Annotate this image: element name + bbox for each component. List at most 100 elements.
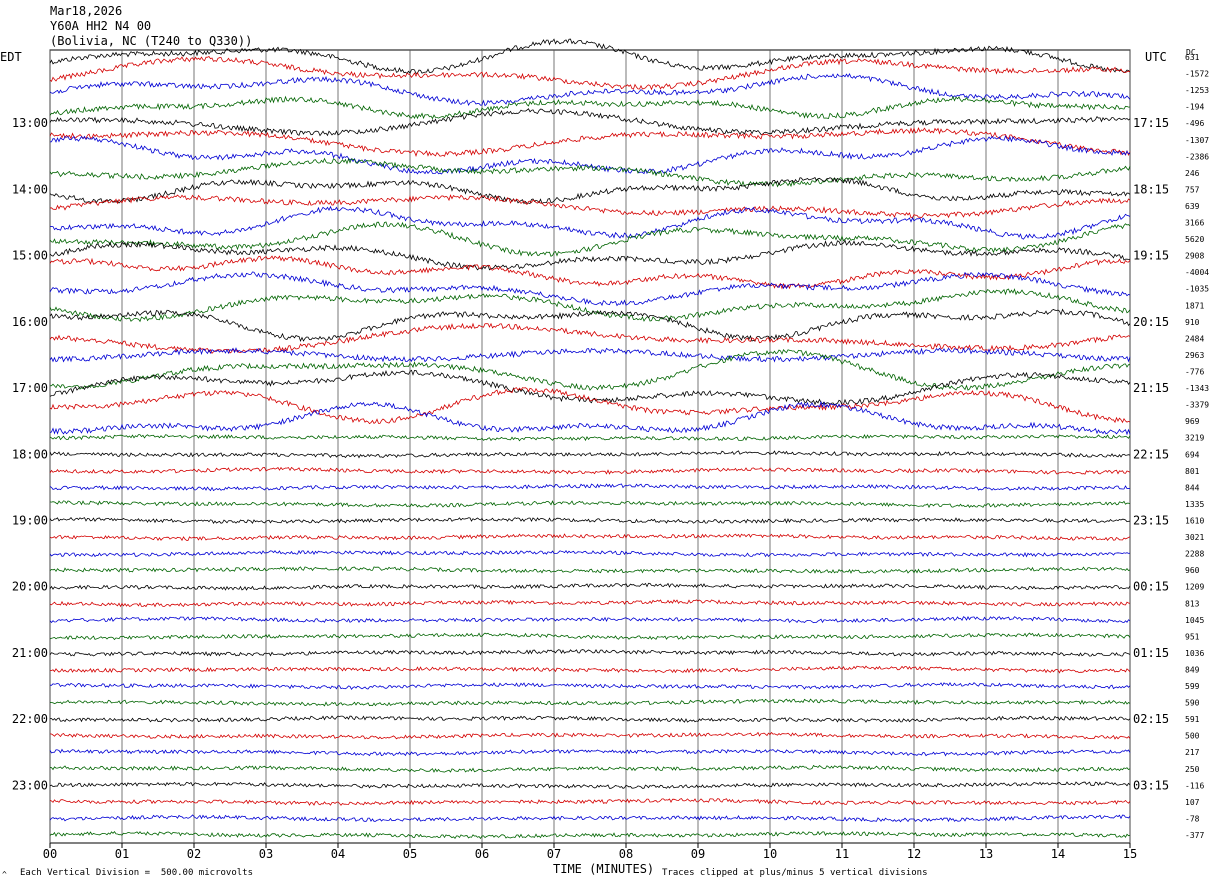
- dc-offset-value: 1209: [1185, 583, 1204, 592]
- trace-line: [49, 322, 1131, 355]
- dc-offset-value: -78: [1185, 814, 1200, 823]
- corner-caret-icon: ^: [2, 870, 7, 879]
- edt-hour-label: 23:00: [12, 778, 48, 792]
- dc-offset-value: 5620: [1185, 235, 1204, 244]
- x-axis-title: TIME (MINUTES): [553, 862, 655, 876]
- trace-line: [49, 72, 1131, 107]
- trace-line: [49, 715, 1131, 723]
- trace-line: [49, 205, 1131, 240]
- dc-offset-value: 757: [1185, 185, 1200, 194]
- dc-offset-value: 910: [1185, 318, 1200, 327]
- dc-offset-value: 3219: [1185, 434, 1204, 443]
- dc-offset-value: -2386: [1185, 152, 1209, 161]
- dc-offset-value: 2288: [1185, 550, 1204, 559]
- x-tick-label: 12: [907, 847, 921, 861]
- edt-hour-label: 15:00: [12, 249, 48, 263]
- x-tick-label: 15: [1123, 847, 1137, 861]
- dc-offset-value: -4004: [1185, 268, 1209, 277]
- dc-offset-value: 1335: [1185, 500, 1204, 509]
- trace-line: [49, 349, 1130, 391]
- dc-offset-value: -194: [1185, 103, 1204, 112]
- trace-line: [49, 135, 1131, 175]
- dc-offset-value: 1036: [1185, 649, 1204, 658]
- utc-hour-label: 00:15: [1133, 580, 1169, 594]
- trace-line: [49, 616, 1131, 624]
- trace-line: [49, 550, 1131, 558]
- utc-hour-label: 23:15: [1133, 513, 1169, 527]
- dc-offset-value: 849: [1185, 665, 1200, 674]
- utc-hour-label: 18:15: [1133, 182, 1169, 196]
- trace-line: [49, 665, 1131, 674]
- trace-line: [49, 433, 1131, 442]
- edt-hour-label: 14:00: [12, 182, 48, 196]
- plot-date: Mar18,2026: [50, 4, 123, 18]
- dc-offset-value: 246: [1185, 169, 1200, 178]
- trace-line: [49, 731, 1131, 740]
- dc-offset-value: 250: [1185, 765, 1200, 774]
- dc-offset-value: 590: [1185, 699, 1200, 708]
- dc-offset-value: 1871: [1185, 301, 1204, 310]
- trace-line: [49, 176, 1131, 205]
- trace-line: [49, 830, 1131, 840]
- edt-hour-label: 22:00: [12, 712, 48, 726]
- dc-offset-value: 2484: [1185, 334, 1204, 343]
- dc-offset-value: 3021: [1185, 533, 1204, 542]
- clip-note: Traces clipped at plus/minus 5 vertical …: [662, 868, 928, 878]
- dc-offset-value: 960: [1185, 566, 1200, 575]
- dc-offset-value: 813: [1185, 599, 1200, 608]
- trace-line: [49, 38, 1131, 75]
- dc-offset-value: 1610: [1185, 516, 1204, 525]
- trace-line: [49, 400, 1131, 436]
- trace-line: [49, 288, 1131, 323]
- station-location: (Bolivia, NC (T240 to Q330)): [50, 34, 253, 48]
- trace-line: [49, 483, 1131, 492]
- utc-hour-label: 19:15: [1133, 249, 1169, 263]
- trace-line: [49, 450, 1131, 459]
- dc-offset-value: 500: [1185, 732, 1200, 741]
- trace-line: [49, 194, 1131, 219]
- dc-offset-value: 969: [1185, 417, 1200, 426]
- x-tick-label: 03: [259, 847, 273, 861]
- trace-line: [49, 582, 1131, 591]
- scale-note: Each Vertical Division = 500.00 microvol…: [20, 868, 253, 878]
- dc-offset-value: 3166: [1185, 219, 1204, 228]
- dc-offset-value: 2963: [1185, 351, 1204, 360]
- x-tick-label: 10: [763, 847, 777, 861]
- x-tick-label: 07: [547, 847, 561, 861]
- x-tick-label: 09: [691, 847, 705, 861]
- utc-hour-label: 17:15: [1133, 116, 1169, 130]
- x-tick-label: 06: [475, 847, 489, 861]
- utc-hour-label: 01:15: [1133, 646, 1169, 660]
- x-tick-label: 00: [43, 847, 57, 861]
- station-code: Y60A HH2 N4 00: [50, 19, 152, 33]
- trace-line: [49, 127, 1131, 157]
- dc-offset-value: -377: [1185, 831, 1204, 840]
- edt-hour-label: 13:00: [12, 116, 48, 130]
- dc-offset-value: -1572: [1185, 70, 1209, 79]
- trace-line: [49, 764, 1131, 773]
- trace-line: [49, 781, 1131, 789]
- edt-hour-label: 17:00: [12, 381, 48, 395]
- dc-offset-value: 694: [1185, 450, 1200, 459]
- dc-offset-value: 2908: [1185, 252, 1204, 261]
- x-tick-label: 01: [115, 847, 129, 861]
- dc-offset-value: 591: [1185, 715, 1200, 724]
- trace-line: [49, 814, 1131, 823]
- trace-line: [49, 466, 1131, 475]
- trace-line: [49, 500, 1131, 509]
- dc-offset-value: -776: [1185, 368, 1204, 377]
- trace-line: [49, 599, 1131, 608]
- dc-offset-value: -1035: [1185, 285, 1209, 294]
- trace-line: [49, 55, 1131, 91]
- trace-line: [49, 308, 1131, 342]
- x-tick-label: 04: [331, 847, 345, 861]
- dc-offset-value: -3379: [1185, 401, 1209, 410]
- utc-hour-label: 20:15: [1133, 315, 1169, 329]
- utc-hour-label: 02:15: [1133, 712, 1169, 726]
- x-tick-label: 11: [835, 847, 849, 861]
- trace-line: [49, 221, 1131, 257]
- dc-offset-value: 639: [1185, 202, 1200, 211]
- x-tick-label: 02: [187, 847, 201, 861]
- trace-line: [49, 648, 1131, 657]
- utc-hour-label: 22:15: [1133, 447, 1169, 461]
